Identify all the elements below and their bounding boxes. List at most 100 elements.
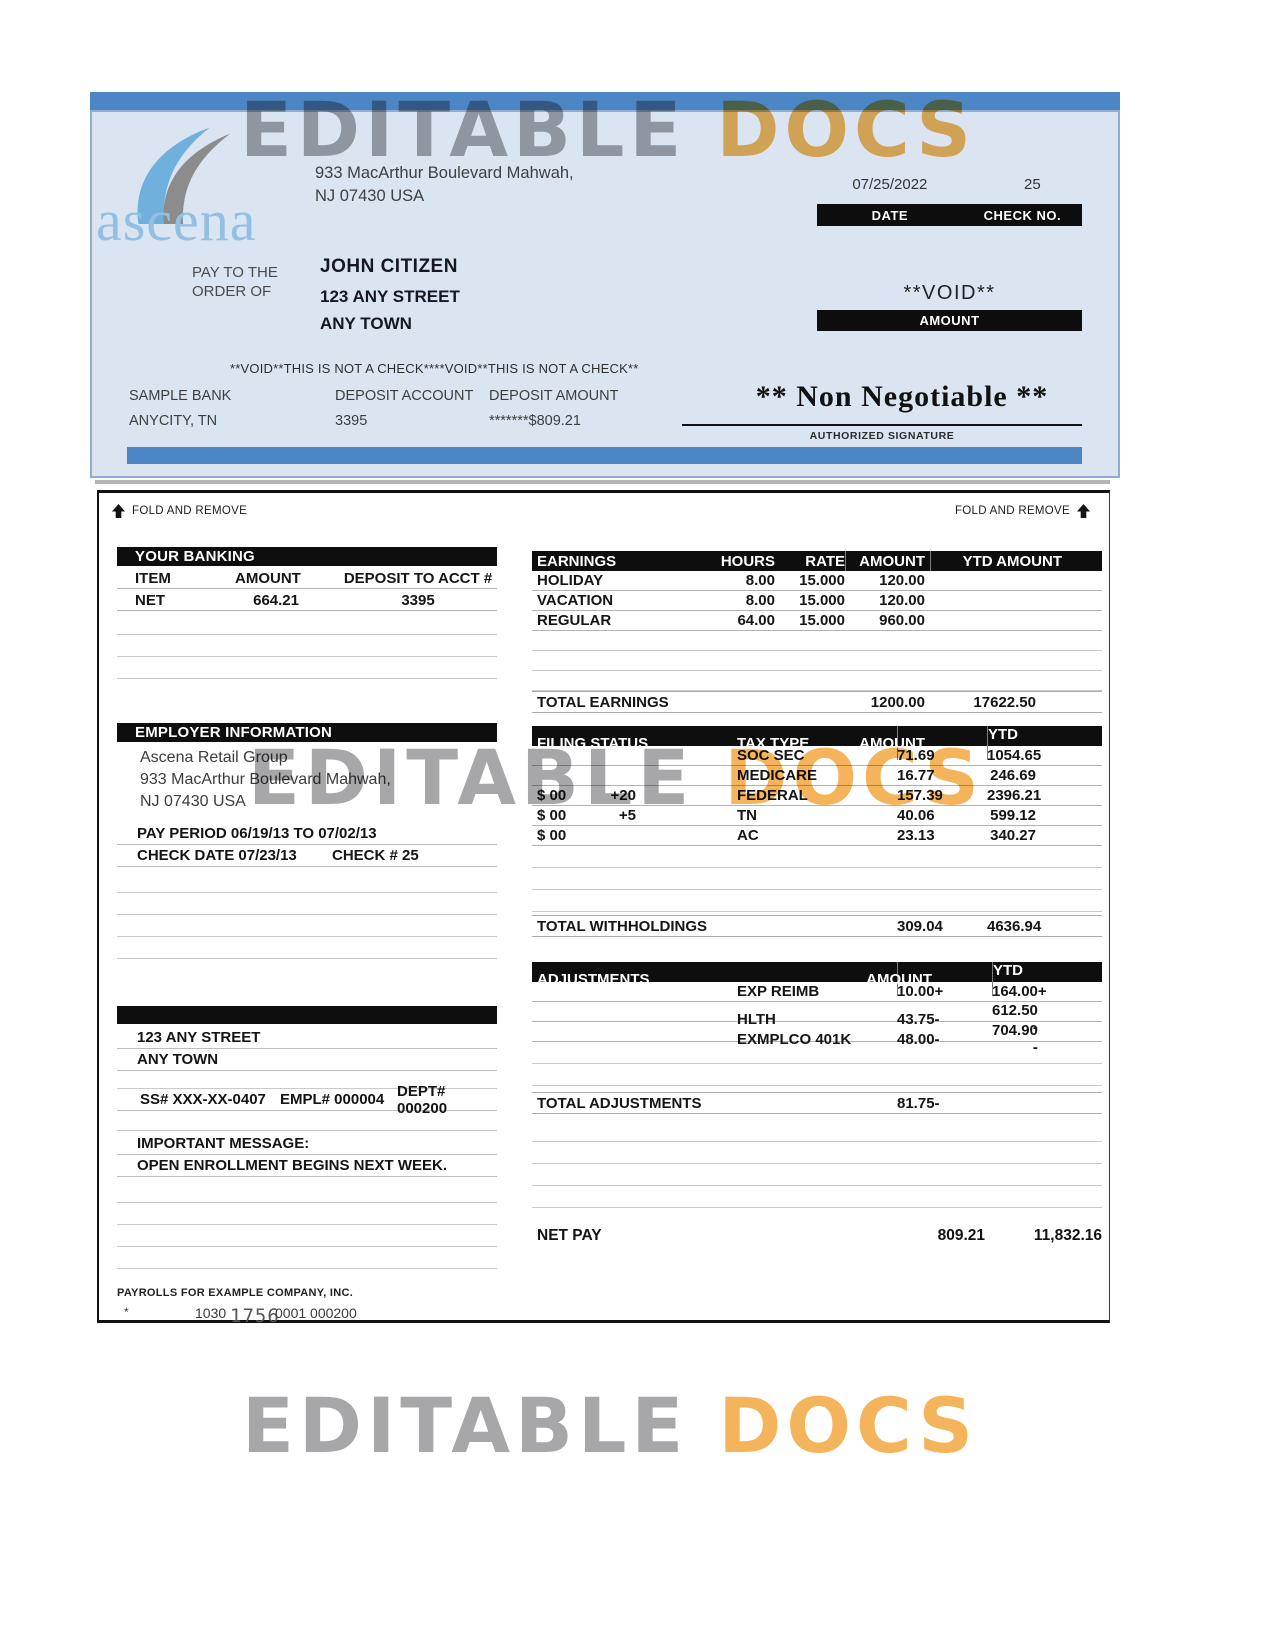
ruled-line [532, 671, 1102, 691]
deposit-account-block: DEPOSIT ACCOUNT 3395 [335, 384, 473, 434]
deposit-amount-block: DEPOSIT AMOUNT *******$809.21 [489, 384, 618, 434]
check-shadow-line [95, 480, 1110, 484]
important-message-title-row: IMPORTANT MESSAGE: [117, 1133, 497, 1155]
withholding-row: $ 00 +5 TN 40.06 599.12 [532, 806, 1102, 826]
earnings-header-row: EARNINGS HOURS RATE AMOUNT YTD AMOUNT [532, 551, 1102, 571]
deposit-account-label: DEPOSIT ACCOUNT [335, 388, 474, 404]
ruled-line [117, 1203, 497, 1225]
withholdings-header-row: FILING STATUS TAX TYPE AMOUNT YTD AMOUNT [532, 726, 1102, 760]
footer-code-2: 1756 [230, 1305, 280, 1327]
ruled-line [532, 631, 1102, 651]
ascena-swoosh-icon [137, 127, 231, 225]
bank-city: ANYCITY, TN [129, 413, 218, 429]
ruled-line [117, 893, 497, 915]
employee-ids-row: SS# XXX-XX-0407 EMPL# 000004 DEPT# 00020… [117, 1083, 497, 1117]
withholding-row: MEDICARE 16.77 246.69 [532, 766, 1102, 786]
total-adjustments-row: TOTAL ADJUSTMENTS 81.75- [532, 1092, 1102, 1114]
ytd-amount-header: YTD AMOUNT [992, 962, 1102, 996]
employee-address-row1: 123 ANY STREET [117, 1027, 497, 1049]
ruled-line [117, 1111, 497, 1131]
ruled-line [117, 1071, 497, 1089]
banking-column-headers: ITEM AMOUNT DEPOSIT TO ACCT # [117, 569, 497, 589]
employee-section-black-bar [117, 1006, 497, 1024]
payee-address-line2: ANY TOWN [320, 314, 412, 333]
ruled-line [117, 635, 497, 657]
ytd-amount-header: YTD AMOUNT [987, 726, 1102, 760]
ruled-line [117, 1181, 497, 1203]
employer-address1: 933 MacArthur Boulevard Mahwah, [140, 771, 391, 788]
total-withholdings-label: TOTAL WITHHOLDINGS [537, 917, 707, 935]
banking-header-amount: AMOUNT [235, 570, 301, 587]
date-checkno-bar: DATE CHECK NO. [817, 204, 1082, 226]
adjustment-row: EXMPLCO 401K 48.00- 704.90 - [532, 1022, 1102, 1056]
ruled-line [532, 1042, 1102, 1064]
earnings-row: VACATION 8.00 15.000 120.00 [532, 591, 1102, 611]
check-bottom-blue-bar [127, 447, 1082, 464]
banking-header-item: ITEM [135, 570, 171, 587]
total-withholdings-ytd: 4636.94 [987, 917, 1042, 935]
earnings-header: EARNINGS [537, 552, 617, 570]
net-pay-amount: 809.21 [937, 1227, 985, 1244]
check-date-text: CHECK DATE 07/23/13 [137, 847, 297, 864]
net-pay-ytd: 11,832.16 [1033, 1227, 1102, 1244]
pay-period-text: PAY PERIOD 06/19/13 TO 07/02/13 [137, 825, 377, 842]
pay-period-row: PAY PERIOD 06/19/13 TO 07/02/13 [117, 823, 497, 845]
payee-address-line1: 123 ANY STREET [320, 287, 460, 306]
ruled-line [532, 1164, 1102, 1186]
editable-docs-watermark: EDITABLE DOCS [242, 1381, 978, 1470]
ruled-line [532, 1120, 1102, 1142]
ruled-line [532, 1186, 1102, 1208]
employee-ssn: SS# XXX-XX-0407 [140, 1091, 266, 1108]
up-arrow-icon [1076, 504, 1091, 518]
employee-address-line2: ANY TOWN [137, 1051, 219, 1068]
net-pay-row: NET PAY 809.21 11,832.16 [532, 1225, 1102, 1247]
employer-address2: NJ 07430 USA [140, 793, 246, 810]
adjustment-row: HLTH 43.75- 612.50 - [532, 1002, 1102, 1036]
withholding-row: $ 00 AC 23.13 340.27 [532, 826, 1102, 846]
pay-stub-section: FOLD AND REMOVE FOLD AND REMOVE YOUR BAN… [97, 490, 1110, 1327]
pay-to-the-order-of-label: PAY TO THE ORDER OF [192, 264, 278, 300]
employee-address-row2: ANY TOWN [117, 1049, 497, 1071]
earnings-row: HOLIDAY 8.00 15.000 120.00 [532, 571, 1102, 591]
fold-and-remove-left: FOLD AND REMOVE [111, 504, 247, 518]
ruled-line [532, 1142, 1102, 1164]
total-earnings-row: TOTAL EARNINGS 1200.00 17622.50 [532, 691, 1102, 713]
deposit-amount-value: *******$809.21 [489, 413, 581, 429]
non-negotiable-text: ** Non Negotiable ** [755, 380, 1049, 413]
ruled-line [117, 1247, 497, 1269]
banking-acct: 3395 [401, 592, 435, 609]
ruled-line [532, 846, 1102, 868]
payee-block: JOHN CITIZEN 123 ANY STREET ANY TOWN [320, 256, 460, 334]
ruled-line [532, 868, 1102, 890]
tax-type-header: TAX TYPE [737, 734, 810, 752]
bank-name: SAMPLE BANK [129, 388, 232, 404]
banking-row: NET 664.21 3395 [117, 591, 497, 611]
company-address-line2: NJ 07430 USA [315, 187, 425, 205]
total-earnings-label: TOTAL EARNINGS [537, 693, 669, 711]
adjustment-row: EXP REIMB 10.00+ 164.00+ [532, 982, 1102, 1002]
total-earnings-amount: 1200.00 [870, 693, 925, 711]
not-a-check-disclaimer: **VOID**THIS IS NOT A CHECK****VOID**THI… [230, 361, 639, 376]
payroll-company-name: PAYROLLS FOR EXAMPLE COMPANY, INC. [117, 1287, 354, 1299]
footer-code-1: 1030 [195, 1305, 227, 1321]
ascena-logo-text: ascena [96, 188, 257, 253]
rate-header: RATE [805, 552, 845, 570]
employee-number: EMPL# 000004 [280, 1091, 385, 1108]
check-date-row: CHECK DATE 07/23/13 CHECK # 25 [117, 845, 497, 867]
banking-header-acct: DEPOSIT TO ACCT # [343, 570, 493, 587]
employee-address-line1: 123 ANY STREET [137, 1029, 261, 1046]
total-adjustments-label: TOTAL ADJUSTMENTS [537, 1094, 702, 1112]
employer-name: Ascena Retail Group [140, 749, 288, 766]
hours-header: HOURS [720, 552, 775, 570]
date-label: DATE [871, 207, 909, 223]
banking-amount: 664.21 [253, 592, 299, 609]
earnings-row: REGULAR 64.00 15.000 960.00 [532, 611, 1102, 631]
withholding-row: $ 00 +20 FEDERAL 157.39 2396.21 [532, 786, 1102, 806]
adjustments-header-row: ADJUSTMENTS AMOUNT YTD AMOUNT [532, 962, 1102, 996]
ruled-line [117, 1225, 497, 1247]
important-message-body-row: OPEN ENROLLMENT BEGINS NEXT WEEK. [117, 1155, 497, 1177]
total-withholdings-row: TOTAL WITHHOLDINGS 309.04 4636.94 [532, 915, 1102, 937]
stub-right-column: EARNINGS HOURS RATE AMOUNT YTD AMOUNT HO… [532, 551, 1102, 1253]
employer-information-header: EMPLOYER INFORMATION [117, 723, 497, 742]
